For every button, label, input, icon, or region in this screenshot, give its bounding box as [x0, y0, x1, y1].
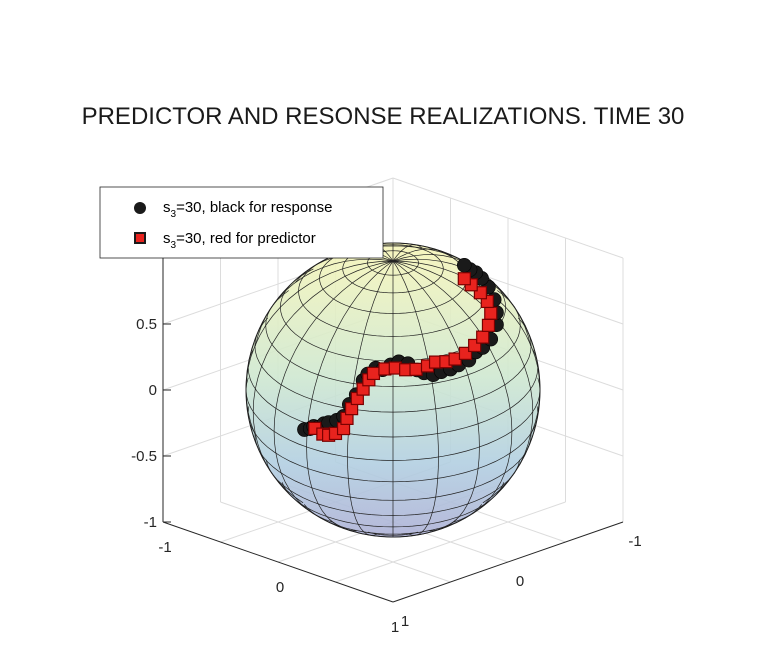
legend-marker-response: [134, 202, 146, 214]
legend-marker-predictor: [134, 232, 146, 244]
x-tick-label: -1: [158, 539, 171, 556]
grid-line: [220, 501, 451, 583]
legend: s3=30, black for response s3=30, red for…: [99, 186, 384, 259]
sphere-longitude-line: [392, 248, 455, 262]
y-tick-label: 0: [516, 573, 524, 590]
x-tick-label: 1: [391, 619, 399, 636]
tick-labels: -1 -0.5 0 0.5 -1 0 1 -1 0 1: [131, 316, 642, 636]
sphere-longitude-line: [392, 260, 439, 536]
predictor-point: [476, 330, 490, 344]
sphere-latitude-line: [254, 317, 532, 413]
z-tick-label: 0.5: [136, 316, 157, 333]
predictor-point: [409, 362, 423, 376]
sphere-longitude-line: [392, 244, 423, 262]
y-tick-label: -1: [628, 533, 641, 550]
legend-label-response: s3=30, black for response: [163, 199, 332, 220]
sphere-longitude-line: [392, 260, 534, 504]
grid-line: [335, 501, 566, 583]
sphere-longitude-line: [392, 260, 541, 435]
back-edge: [392, 177, 624, 259]
legend-box: [99, 186, 384, 259]
z-tick-label: -0.5: [131, 448, 157, 465]
z-tick-label: 0: [149, 382, 157, 399]
sphere-longitude-line: [252, 260, 394, 504]
sphere-longitude-line: [392, 260, 513, 523]
sphere-longitude-line: [254, 258, 394, 347]
response-point: [456, 257, 472, 273]
predictor-point: [457, 272, 471, 286]
unit-sphere: [245, 242, 541, 538]
predictor-point: [484, 306, 498, 320]
x-tick-label: 0: [276, 579, 284, 596]
legend-label-predictor: s3=30, red for predictor: [163, 230, 316, 251]
predictor-point: [366, 366, 381, 381]
y-tick-label: 1: [401, 613, 409, 630]
z-tick-label: -1: [144, 514, 157, 531]
data-points: [297, 257, 504, 442]
sphere-longitude-line: [306, 260, 394, 532]
sphere-longitude-line: [392, 260, 480, 532]
chart-title: PREDICTOR AND RESONSE REALIZATIONS. TIME…: [82, 103, 685, 130]
predictor-point: [481, 318, 496, 332]
x-axis-line: [162, 521, 394, 603]
sphere-longitude-line: [245, 260, 394, 435]
y-axis-line: [392, 521, 624, 603]
